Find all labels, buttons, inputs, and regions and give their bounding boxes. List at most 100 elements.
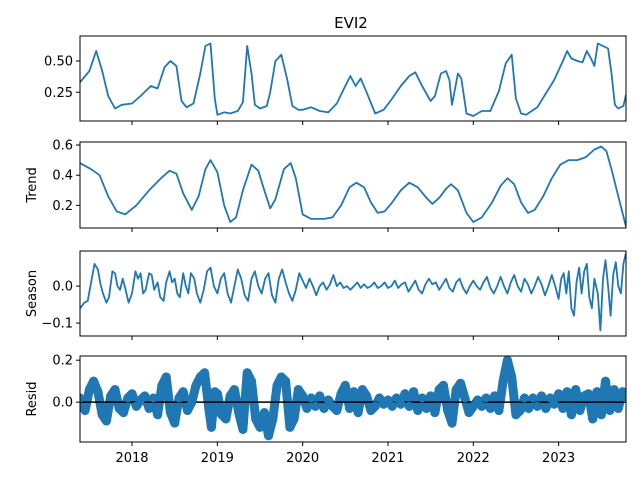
resid-point: [438, 380, 448, 390]
resid-point: [396, 399, 406, 409]
resid-panel: 0.0 0.2 Resid: [25, 354, 627, 446]
resid-point: [485, 403, 495, 413]
resid-point: [165, 408, 175, 418]
resid-point: [481, 393, 491, 403]
season-panel: −0.1 0.0 Season: [25, 250, 627, 340]
resid-point: [498, 376, 508, 386]
y-tick-label: 0.4: [52, 169, 73, 184]
resid-point: [110, 385, 120, 395]
x-axis-ticks: 2018 2019 2020 2021 2022 2023: [115, 451, 575, 466]
resid-point: [161, 372, 171, 382]
resid-point: [319, 403, 329, 413]
resid-point: [494, 406, 504, 415]
resid-point: [353, 408, 363, 418]
plot-area: [80, 42, 626, 117]
resid-point: [127, 389, 137, 399]
season-line: [80, 252, 626, 332]
resid-point: [311, 401, 320, 411]
resid-point: [477, 401, 487, 411]
plot-area: [80, 356, 626, 441]
resid-point: [238, 424, 248, 434]
resid-point: [413, 406, 423, 415]
resid-point: [387, 401, 397, 411]
resid-point: [234, 408, 244, 418]
observed-panel: 0.25 0.50: [44, 35, 627, 125]
resid-point: [332, 406, 342, 415]
trend-ylabel: Trend: [25, 167, 40, 204]
resid-point: [144, 403, 154, 413]
resid-point: [605, 406, 615, 415]
resid-point: [251, 414, 261, 424]
resid-point: [191, 380, 201, 390]
resid-point: [528, 393, 538, 403]
resid-point: [298, 391, 308, 401]
resid-point: [349, 387, 359, 397]
x-tick-label: 2021: [371, 451, 404, 466]
resid-point: [524, 403, 534, 413]
resid-point: [460, 393, 470, 403]
y-tick-label: −0.1: [41, 317, 73, 332]
x-tick-label: 2023: [542, 451, 575, 466]
resid-point: [285, 422, 295, 432]
resid-point: [596, 410, 606, 420]
resid-point: [507, 372, 517, 382]
resid-point: [609, 385, 619, 395]
resid-point: [464, 408, 474, 418]
axes-frame: [79, 355, 627, 443]
resid-point: [272, 380, 282, 390]
x-tick-label: 2018: [115, 451, 148, 466]
resid-point: [336, 389, 346, 399]
resid-point: [571, 385, 581, 395]
resid-point: [451, 385, 461, 395]
resid-point: [178, 387, 188, 397]
resid-point: [302, 403, 312, 413]
resid-point: [140, 391, 150, 401]
resid-point: [426, 391, 436, 401]
resid-point: [242, 368, 252, 378]
resid-point: [409, 387, 419, 397]
resid-point: [229, 385, 239, 395]
resid-point: [84, 385, 94, 395]
resid-point: [306, 393, 316, 403]
y-tick-label: 0.2: [52, 199, 73, 214]
resid-point: [362, 391, 372, 401]
y-tick-label: 0.25: [44, 86, 73, 101]
resid-point: [520, 393, 529, 403]
resid-point: [421, 403, 431, 413]
resid-point: [468, 401, 478, 411]
resid-point: [588, 414, 598, 424]
resid-point: [212, 389, 222, 399]
figure-title: EVI2: [334, 14, 368, 32]
resid-point: [106, 391, 116, 401]
y-tick-label: 0.50: [44, 55, 73, 70]
y-tick-label: 0.0: [52, 280, 73, 295]
resid-point: [532, 401, 542, 411]
observed-line: [80, 42, 626, 117]
resid-point: [345, 403, 355, 413]
resid-point: [206, 422, 216, 432]
resid-point: [315, 391, 325, 401]
x-tick-label: 2019: [201, 451, 234, 466]
resid-point: [490, 391, 500, 401]
resid-point: [183, 406, 192, 415]
plot-area: [80, 145, 626, 227]
x-tick-label: 2020: [286, 451, 319, 466]
resid-point: [148, 393, 158, 403]
resid-point: [119, 408, 128, 418]
resid-point: [443, 406, 453, 415]
plot-area: [80, 252, 626, 332]
resid-point: [80, 393, 85, 403]
resid-point: [575, 406, 585, 415]
season-ylabel: Season: [25, 270, 40, 317]
resid-point: [153, 410, 163, 420]
resid-point: [566, 410, 576, 420]
resid-point: [621, 393, 626, 403]
resid-point: [404, 401, 414, 411]
axes-frame: [79, 250, 627, 337]
resid-point: [554, 389, 564, 399]
resid-point: [370, 401, 380, 411]
resid-point: [247, 376, 256, 386]
resid-point: [502, 356, 512, 365]
trend-panel: 0.2 0.4 0.6 Trend: [25, 139, 627, 232]
